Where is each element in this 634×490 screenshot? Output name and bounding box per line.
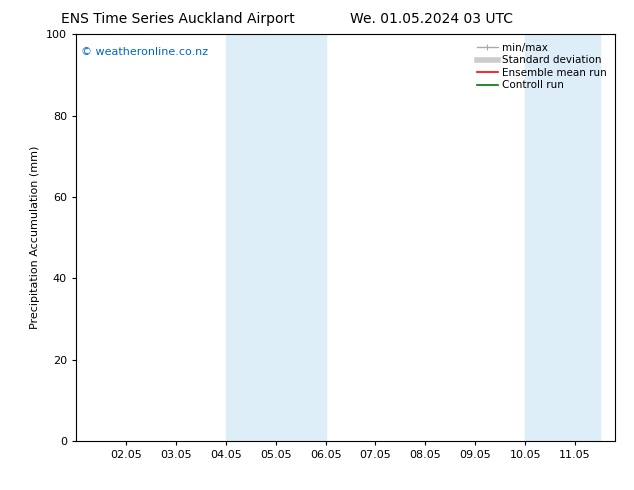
Text: We. 01.05.2024 03 UTC: We. 01.05.2024 03 UTC (349, 12, 513, 26)
Text: © weatheronline.co.nz: © weatheronline.co.nz (81, 47, 209, 56)
Legend: min/max, Standard deviation, Ensemble mean run, Controll run: min/max, Standard deviation, Ensemble me… (474, 40, 610, 94)
Bar (226, 34, 326, 441)
Text: ENS Time Series Auckland Airport: ENS Time Series Auckland Airport (61, 12, 294, 26)
Y-axis label: Precipitation Accumulation (mm): Precipitation Accumulation (mm) (30, 146, 41, 329)
Bar (525, 34, 600, 441)
